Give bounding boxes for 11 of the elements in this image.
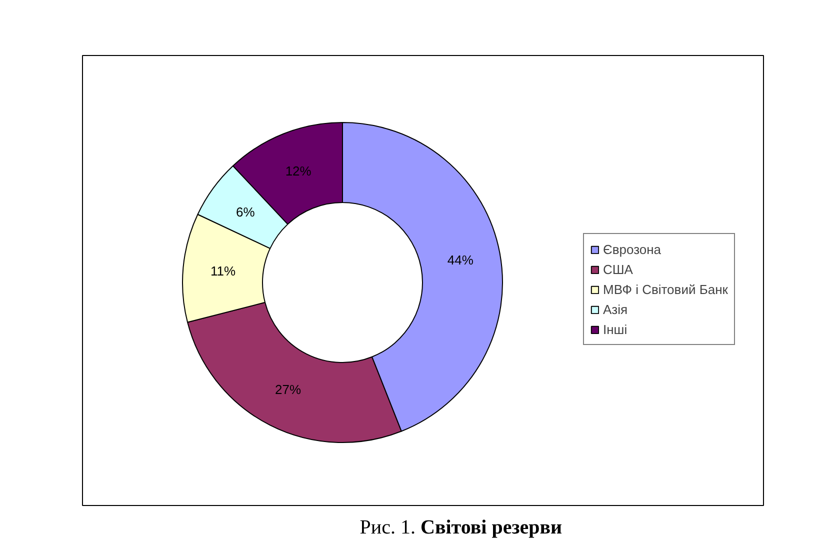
- legend-label: США: [603, 260, 633, 278]
- data-label: 27%: [275, 382, 302, 397]
- data-label: 11%: [210, 264, 236, 279]
- data-label: 12%: [285, 163, 312, 178]
- data-label: 6%: [236, 204, 256, 220]
- data-label: 44%: [447, 252, 474, 268]
- legend-label: Азія: [603, 300, 628, 318]
- text: Рис. 1. Світові резерви: [360, 516, 562, 538]
- legend-label: Єврозона: [603, 240, 662, 258]
- legend-label: МВФ і Світовий Банк: [603, 280, 728, 298]
- legend-label: Інші: [603, 320, 628, 338]
